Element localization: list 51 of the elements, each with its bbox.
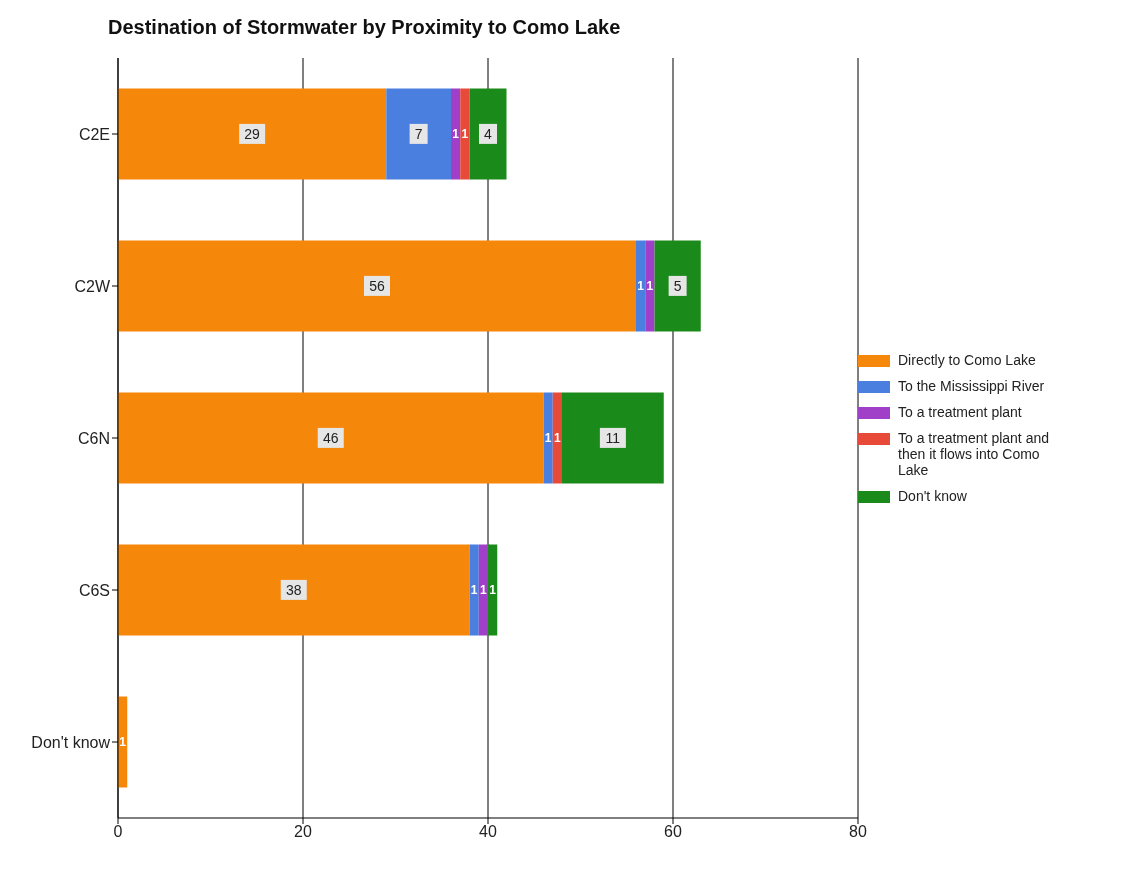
y-tick-label: C2W	[74, 277, 111, 295]
chart-title: Destination of Stormwater by Proximity to Como Lake	[108, 16, 621, 39]
bar	[469, 544, 479, 636]
bar	[488, 544, 498, 636]
data-label: 1	[480, 582, 488, 597]
bar	[118, 392, 544, 484]
x-tick-label: 40	[479, 823, 497, 841]
data-label: 56	[369, 277, 385, 294]
y-tick-label: C6S	[78, 581, 110, 599]
x-tick-label: 60	[664, 823, 682, 841]
x-tick-label: 80	[849, 823, 867, 841]
data-label: 1	[470, 582, 478, 597]
bar	[562, 392, 664, 484]
bar	[118, 544, 470, 636]
data-label: 7	[414, 125, 423, 142]
y-tick-label: C2E	[78, 125, 110, 143]
x-tick-label: 20	[294, 823, 312, 841]
data-label: 11	[605, 429, 621, 446]
data-label: 46	[322, 429, 339, 446]
data-label: 1	[119, 734, 127, 749]
bar	[451, 88, 461, 180]
data-label: 5	[673, 277, 682, 294]
data-label: 29	[244, 125, 261, 142]
legend-label: To a treatment plant	[898, 404, 1023, 420]
bar	[478, 544, 488, 636]
data-label: 1	[637, 278, 645, 293]
bar	[654, 240, 701, 332]
legend-label: To a treatment plant and then it flows into Como Lake	[898, 430, 1050, 478]
y-tick-label: C6N	[77, 429, 110, 447]
bar	[469, 88, 507, 180]
legend-label: Directly to Como Lake	[898, 352, 1037, 368]
legend-label: Don't know	[898, 488, 968, 504]
data-label: 38	[285, 581, 302, 598]
bar	[386, 88, 451, 180]
bar	[118, 240, 636, 332]
x-tick-label: 0	[113, 823, 123, 841]
bar	[645, 240, 655, 332]
data-label: 1	[554, 430, 562, 445]
data-label: 1	[452, 126, 460, 141]
data-label: 4	[484, 125, 493, 142]
bar	[460, 88, 470, 180]
bar	[543, 392, 553, 484]
data-label: 1	[461, 126, 469, 141]
data-label: 1	[544, 430, 552, 445]
legend-label: To the Mississippi River	[898, 378, 1046, 394]
data-label: 1	[646, 278, 654, 293]
data-label: 1	[489, 582, 497, 597]
bar	[118, 88, 387, 180]
y-tick-label: Don't know	[31, 733, 111, 751]
bar	[636, 240, 646, 332]
bar	[552, 392, 562, 484]
